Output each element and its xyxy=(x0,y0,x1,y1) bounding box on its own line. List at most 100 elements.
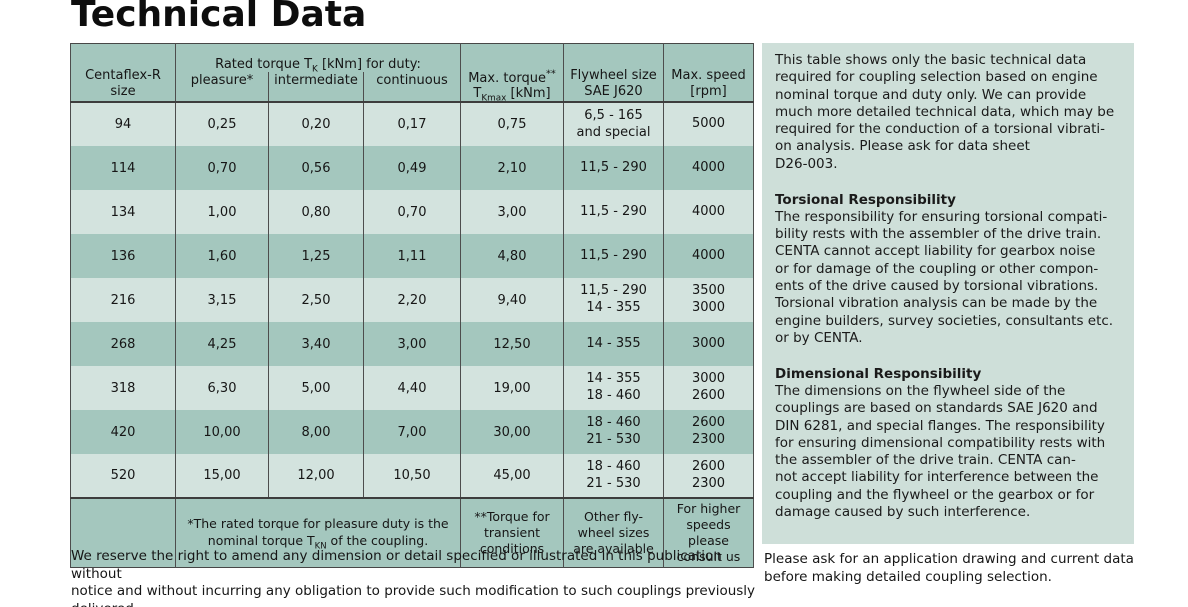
footnote-row: *The rated torque for pleasure duty is t… xyxy=(70,497,754,568)
cell-intermediate: 0,80 xyxy=(268,190,364,234)
cell-size: 520 xyxy=(70,454,176,498)
dimensional-heading: Dimensional Responsibility xyxy=(775,366,982,383)
cell-size: 94 xyxy=(70,102,176,146)
header-max-torque: Max. torque** TKmax [kNm] xyxy=(460,43,564,104)
table-footnotes: *The rated torque for pleasure duty is t… xyxy=(70,497,754,568)
cell-pleasure: 0,25 xyxy=(175,102,269,146)
cell-speed: 2600 2300 xyxy=(663,410,754,454)
cell-max-torque: 30,00 xyxy=(460,410,564,454)
cell-intermediate: 1,25 xyxy=(268,234,364,278)
subscript-k: K xyxy=(312,64,318,75)
header-rated-torque-group: Rated torque TK [kNm] for duty: xyxy=(175,43,461,75)
cell-intermediate: 2,50 xyxy=(268,278,364,322)
table-row: 216 3,15 2,50 2,20 9,40 11,5 - 290 14 - … xyxy=(70,278,754,322)
cell-max-torque: 9,40 xyxy=(460,278,564,322)
cell-continuous: 4,40 xyxy=(363,366,461,410)
cell-intermediate: 12,00 xyxy=(268,454,364,498)
cell-max-torque: 4,80 xyxy=(460,234,564,278)
torsional-body: The responsibility for ensuring torsiona… xyxy=(775,208,1114,346)
cell-continuous: 10,50 xyxy=(363,454,461,498)
cell-continuous: 0,17 xyxy=(363,102,461,146)
footnote-empty-cell xyxy=(70,497,176,568)
table-row: 268 4,25 3,40 3,00 12,50 14 - 355 3000 xyxy=(70,322,754,366)
page-title: Technical Data xyxy=(71,0,367,35)
panel-intro: This table shows only the basic technica… xyxy=(775,52,1115,172)
cell-max-torque: 3,00 xyxy=(460,190,564,234)
cell-intermediate: 3,40 xyxy=(268,322,364,366)
cell-size: 216 xyxy=(70,278,176,322)
cell-size: 134 xyxy=(70,190,176,234)
cell-speed: 3000 xyxy=(663,322,754,366)
table-row: 520 15,00 12,00 10,50 45,00 18 - 460 21 … xyxy=(70,454,754,498)
table-row: 136 1,60 1,25 1,11 4,80 11,5 - 290 4000 xyxy=(70,234,754,278)
table-body: 94 0,25 0,20 0,17 0,75 6,5 - 165 and spe… xyxy=(70,102,754,498)
cell-max-torque: 12,50 xyxy=(460,322,564,366)
info-panel: This table shows only the basic technica… xyxy=(762,43,1134,544)
cell-pleasure: 15,00 xyxy=(175,454,269,498)
cell-intermediate: 8,00 xyxy=(268,410,364,454)
cell-flywheel: 11,5 - 290 xyxy=(563,234,664,278)
subscript-kn: KN xyxy=(314,541,327,552)
cell-pleasure: 3,15 xyxy=(175,278,269,322)
header-intermediate: intermediate xyxy=(268,72,364,102)
cell-continuous: 1,11 xyxy=(363,234,461,278)
cell-size: 114 xyxy=(70,146,176,190)
table-row: 134 1,00 0,80 0,70 3,00 11,5 - 290 4000 xyxy=(70,190,754,234)
cell-flywheel: 18 - 460 21 - 530 xyxy=(563,410,664,454)
cell-flywheel: 14 - 355 18 - 460 xyxy=(563,366,664,410)
cell-pleasure: 4,25 xyxy=(175,322,269,366)
double-asterisk: ** xyxy=(546,68,556,80)
cell-size: 136 xyxy=(70,234,176,278)
cell-speed: 3000 2600 xyxy=(663,366,754,410)
header-size: Centaflex-R size xyxy=(70,43,176,102)
cell-flywheel: 11,5 - 290 14 - 355 xyxy=(563,278,664,322)
cell-size: 318 xyxy=(70,366,176,410)
cell-continuous: 3,00 xyxy=(363,322,461,366)
cell-pleasure: 6,30 xyxy=(175,366,269,410)
cell-max-torque: 45,00 xyxy=(460,454,564,498)
cell-size: 420 xyxy=(70,410,176,454)
cell-flywheel: 18 - 460 21 - 530 xyxy=(563,454,664,498)
footnote-flywheel: Other fly- wheel sizes are available xyxy=(563,497,664,568)
dimensional-body: The dimensions on the flywheel side of t… xyxy=(775,383,1106,520)
table-row: 318 6,30 5,00 4,40 19,00 14 - 355 18 - 4… xyxy=(70,366,754,410)
cell-continuous: 0,49 xyxy=(363,146,461,190)
header-continuous: continuous xyxy=(363,72,461,102)
cell-intermediate: 0,20 xyxy=(268,102,364,146)
table-row: 114 0,70 0,56 0,49 2,10 11,5 - 290 4000 xyxy=(70,146,754,190)
header-flywheel: Flywheel size SAE J620 xyxy=(563,43,664,102)
table-row: 420 10,00 8,00 7,00 30,00 18 - 460 21 - … xyxy=(70,410,754,454)
table-row: 94 0,25 0,20 0,17 0,75 6,5 - 165 and spe… xyxy=(70,102,754,146)
cell-flywheel: 11,5 - 290 xyxy=(563,190,664,234)
cell-flywheel: 14 - 355 xyxy=(563,322,664,366)
footnote-torque: **Torque for transient conditions xyxy=(460,497,564,568)
header-row-2: pleasure* intermediate continuous xyxy=(71,72,754,102)
cell-intermediate: 5,00 xyxy=(268,366,364,410)
left-disclaimer: We reserve the right to amend any dimens… xyxy=(71,548,756,607)
subscript-kmax: Kmax xyxy=(481,93,507,104)
torsional-heading: Torsional Responsibility xyxy=(775,191,956,208)
cell-speed: 4000 xyxy=(663,190,754,234)
cell-flywheel: 6,5 - 165 and special xyxy=(563,102,664,146)
header-pleasure: pleasure* xyxy=(175,72,269,102)
cell-max-torque: 19,00 xyxy=(460,366,564,410)
cell-pleasure: 0,70 xyxy=(175,146,269,190)
right-footer-note: Please ask for an application drawing an… xyxy=(764,551,1134,585)
header-speed: Max. speed [rpm] xyxy=(663,43,754,102)
cell-speed: 3500 3000 xyxy=(663,278,754,322)
cell-pleasure: 1,60 xyxy=(175,234,269,278)
header-row-1: Centaflex-R size Rated torque TK [kNm] f… xyxy=(70,43,754,103)
cell-speed: 4000 xyxy=(663,234,754,278)
cell-continuous: 7,00 xyxy=(363,410,461,454)
cell-size: 268 xyxy=(70,322,176,366)
cell-max-torque: 0,75 xyxy=(460,102,564,146)
cell-max-torque: 2,10 xyxy=(460,146,564,190)
footnote-speed: For higher speeds please consult us xyxy=(663,497,754,568)
cell-speed: 5000 xyxy=(663,102,754,146)
footnote-pleasure: *The rated torque for pleasure duty is t… xyxy=(175,497,461,568)
cell-continuous: 2,20 xyxy=(363,278,461,322)
cell-intermediate: 0,56 xyxy=(268,146,364,190)
table-header: Centaflex-R size Rated torque TK [kNm] f… xyxy=(70,43,754,103)
cell-flywheel: 11,5 - 290 xyxy=(563,146,664,190)
